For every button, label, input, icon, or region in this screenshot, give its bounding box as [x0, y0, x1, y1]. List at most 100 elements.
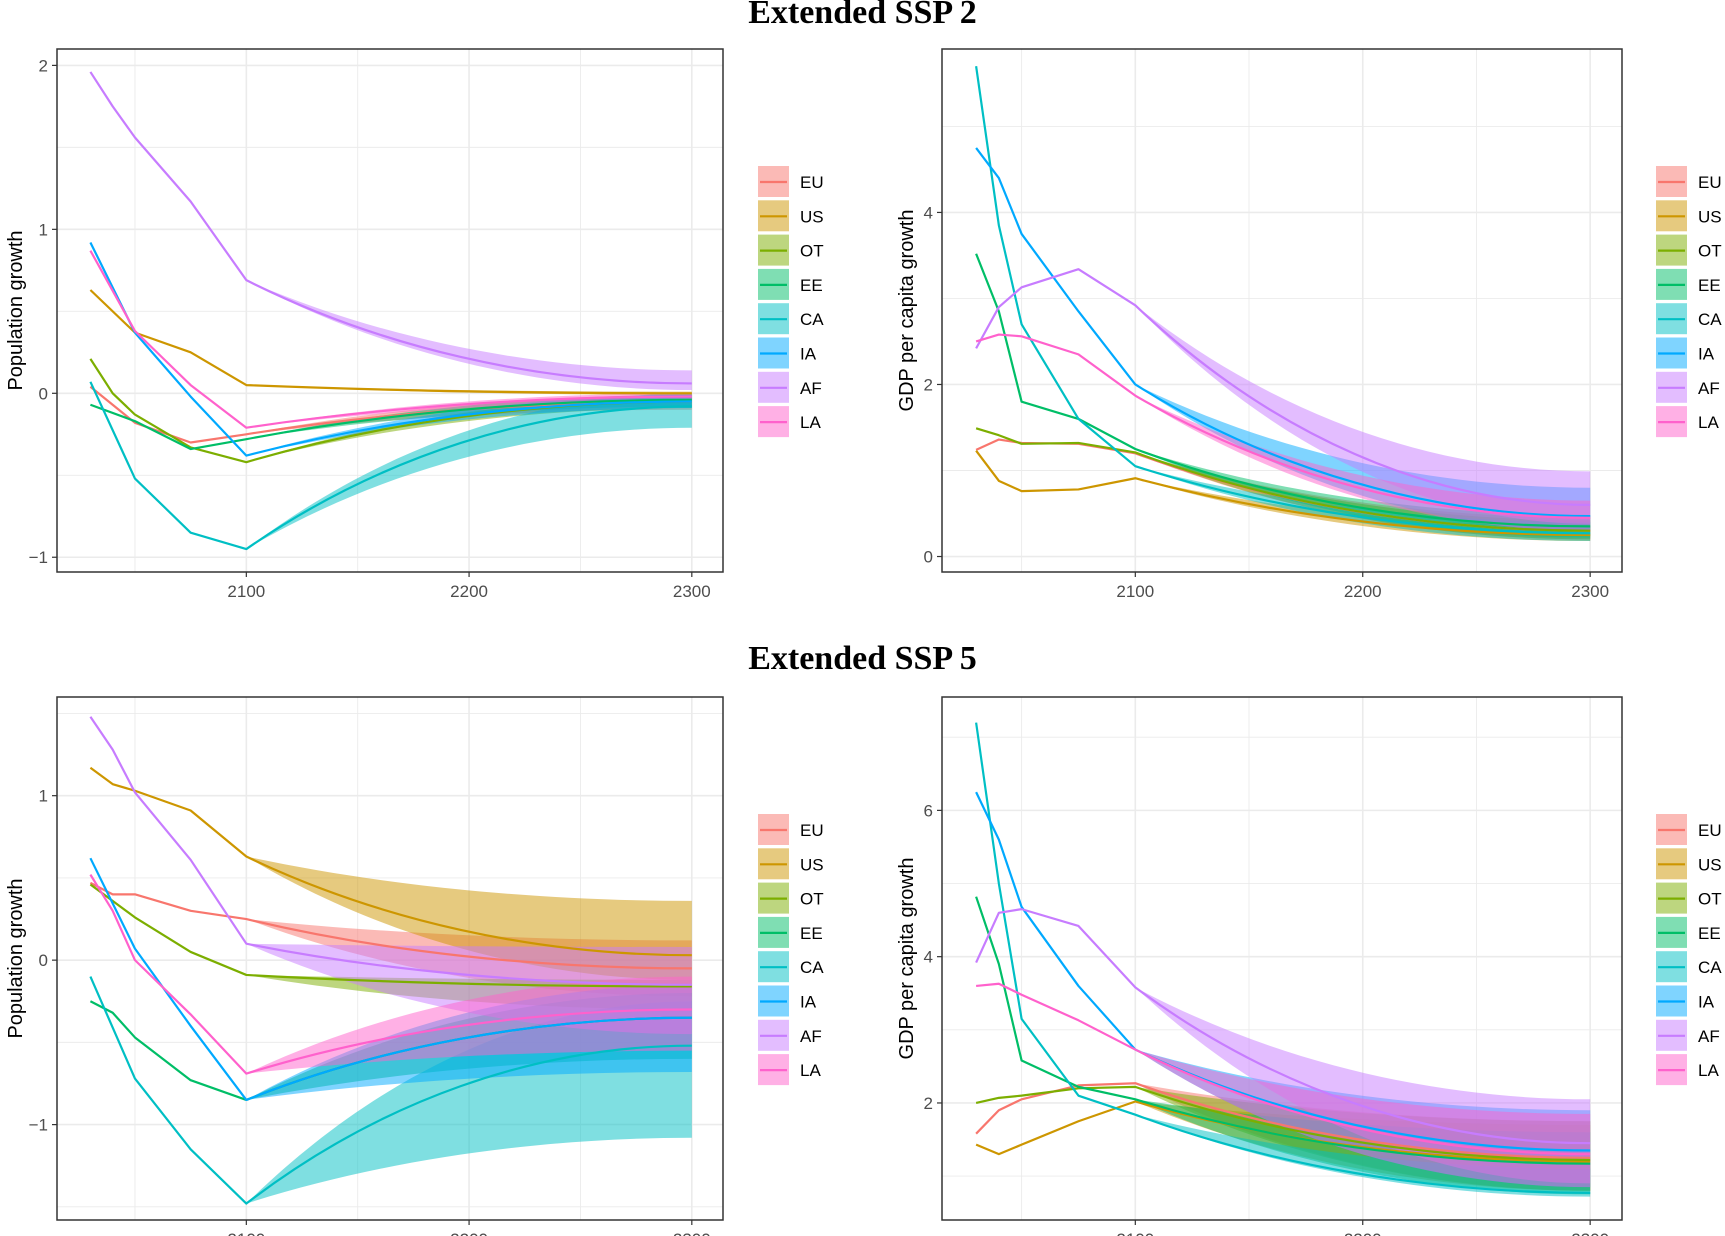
band-af	[1135, 305, 1591, 524]
legend-label-af: AF	[800, 1027, 822, 1046]
legend: EU US OT EE CA IA AF LA	[758, 166, 824, 438]
line-ia	[89, 241, 692, 457]
x-tick-label: 2300	[1571, 1230, 1609, 1236]
x-tick-label: 2200	[1344, 582, 1382, 601]
band-ca	[246, 393, 692, 550]
y-tick-label: 6	[924, 801, 933, 820]
legend-label-us: US	[800, 855, 824, 874]
line-ot	[89, 883, 692, 988]
line-us	[89, 766, 692, 957]
line-la	[975, 333, 1591, 519]
section-title-ssp5: Extended SSP 5	[748, 640, 977, 677]
legend: EU US OT EE CA IA AF LA	[758, 814, 824, 1086]
y-tick-label: −1	[29, 1116, 48, 1135]
line-af	[975, 908, 1591, 1145]
legend-label-ca: CA	[800, 958, 824, 977]
y-axis-label: Population growth	[5, 878, 27, 1038]
line-ot	[975, 427, 1591, 532]
line-af	[89, 716, 692, 986]
legend-label-eu: EU	[1698, 173, 1722, 192]
legend-label-us: US	[800, 207, 824, 226]
legend-label-la: LA	[1698, 413, 1719, 432]
y-tick-label: −1	[29, 548, 48, 567]
legend-label-ee: EE	[800, 924, 823, 943]
y-tick-label: 2	[924, 1094, 933, 1113]
x-tick-label: 2200	[450, 582, 488, 601]
legend-label-ot: OT	[1698, 890, 1722, 909]
legend-label-eu: EU	[800, 821, 824, 840]
band-ia	[246, 394, 692, 456]
line-ca	[89, 381, 692, 551]
y-tick-label: 2	[924, 375, 933, 394]
x-tick-label: 2300	[673, 582, 711, 601]
legend-label-ot: OT	[1698, 242, 1722, 261]
legend-label-ia: IA	[800, 345, 817, 364]
legend-label-ot: OT	[800, 890, 824, 909]
x-tick-label: 2200	[1344, 1230, 1382, 1236]
section-title-ssp2: Extended SSP 2	[748, 0, 977, 31]
legend-label-eu: EU	[1698, 821, 1722, 840]
x-tick-label: 2300	[673, 1230, 711, 1236]
plot-border	[56, 48, 724, 573]
line-ca	[89, 976, 692, 1205]
line-us	[975, 450, 1591, 537]
line-ee	[975, 253, 1591, 528]
line-ca	[975, 66, 1591, 535]
x-tick-label: 2100	[227, 582, 265, 601]
line-ia	[89, 857, 692, 1102]
line-ia	[975, 147, 1591, 518]
panel-2: 2100 2200 2300 0 2 4 GDP per capita growth EU US…	[896, 48, 1722, 601]
x-tick-label: 2300	[1571, 582, 1609, 601]
y-tick-label: 0	[39, 951, 48, 970]
line-la	[976, 982, 1591, 1156]
y-tick-label: 2	[39, 56, 48, 75]
line-la	[89, 874, 692, 1075]
x-tick-label: 2100	[227, 1230, 265, 1236]
legend-label-ia: IA	[1698, 345, 1715, 364]
line-af	[975, 268, 1591, 507]
line-us	[89, 289, 692, 395]
line-ee	[975, 896, 1591, 1165]
legend-label-eu: EU	[800, 173, 824, 192]
x-tick-label: 2100	[1116, 582, 1154, 601]
legend-label-ca: CA	[1698, 310, 1722, 329]
plot-border	[941, 696, 1623, 1221]
plot-background	[57, 49, 723, 572]
y-axis-label: Population growth	[5, 230, 27, 390]
panel-4: 2100 2200 2300 2 4 6 GDP per capita growth EU US…	[896, 696, 1722, 1236]
y-tick-label: 1	[39, 787, 48, 806]
line-ca	[975, 722, 1591, 1195]
line-eu	[975, 1082, 1591, 1159]
line-ot	[975, 1085, 1591, 1162]
legend-label-us: US	[1698, 207, 1722, 226]
legend-label-la: LA	[1698, 1061, 1719, 1080]
band-af	[246, 280, 692, 391]
y-tick-label: 0	[39, 384, 48, 403]
y-tick-label: 1	[39, 220, 48, 239]
y-tick-label: 0	[924, 548, 933, 567]
legend-label-ia: IA	[800, 993, 817, 1012]
legend-label-ee: EE	[1698, 924, 1721, 943]
legend-label-ca: CA	[800, 310, 824, 329]
legend: EU US OT EE CA IA AF LA	[1656, 166, 1722, 438]
x-tick-label: 2200	[450, 1230, 488, 1236]
legend-label-ot: OT	[800, 242, 824, 261]
y-tick-label: 4	[924, 948, 933, 967]
panel-1: 2100 2200 2300 −1 0 1 2 Population growth EU US OT…	[5, 48, 824, 601]
legend-label-us: US	[1698, 855, 1722, 874]
y-axis-label: GDP per capita growth	[896, 858, 918, 1060]
legend-label-la: LA	[800, 413, 821, 432]
legend-label-af: AF	[800, 379, 822, 398]
band-la	[1135, 395, 1591, 531]
legend-label-ca: CA	[1698, 958, 1722, 977]
legend-label-ee: EE	[800, 276, 823, 295]
line-af	[89, 71, 692, 385]
legend-label-la: LA	[800, 1061, 821, 1080]
legend-label-ee: EE	[1698, 276, 1721, 295]
x-tick-label: 2100	[1116, 1230, 1154, 1236]
legend: EU US OT EE CA IA AF LA	[1656, 814, 1722, 1086]
legend-label-af: AF	[1698, 379, 1720, 398]
y-tick-label: 4	[924, 203, 933, 222]
